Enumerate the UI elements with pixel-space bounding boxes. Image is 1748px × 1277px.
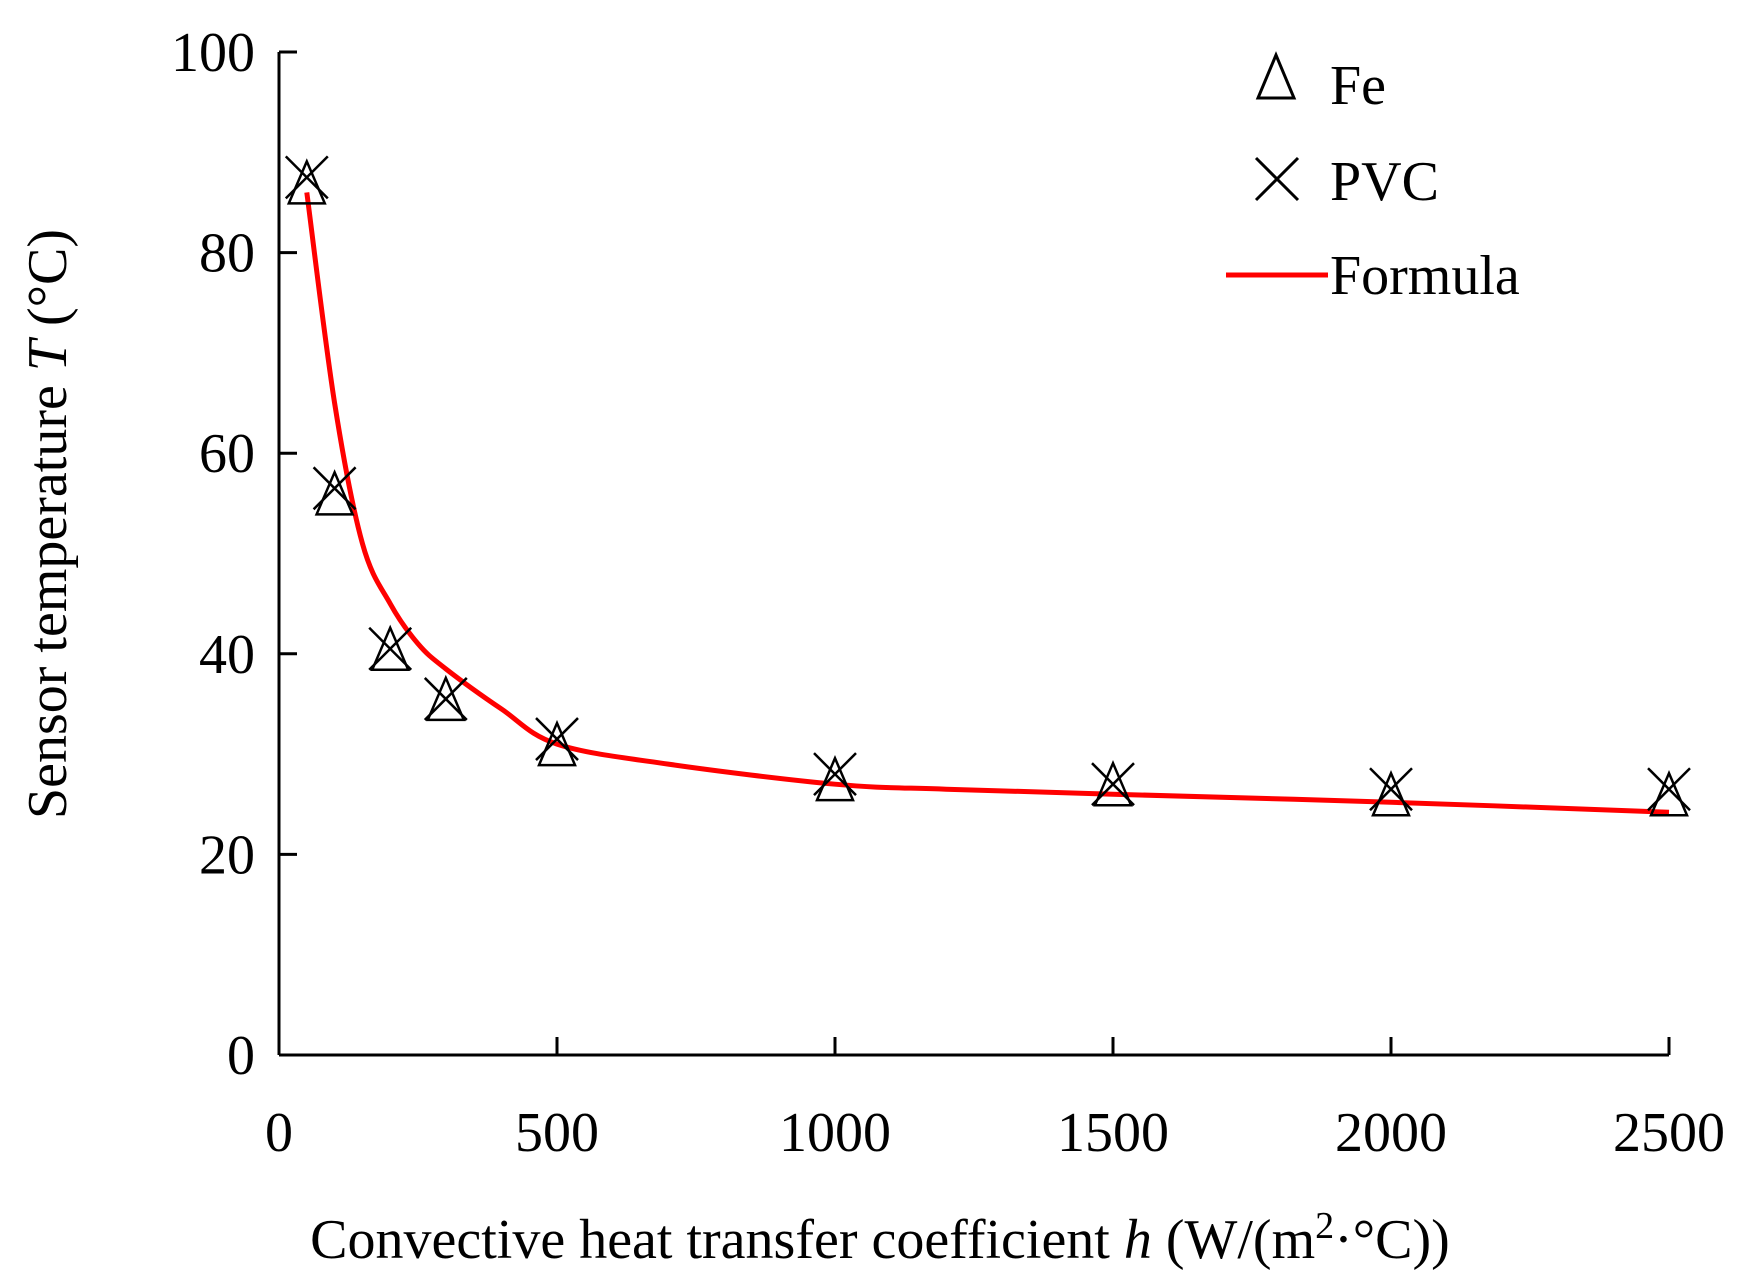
fe-point bbox=[286, 158, 327, 205]
legend-pvc-label: PVC bbox=[1330, 151, 1439, 213]
axes bbox=[277, 52, 1669, 1057]
y-axis-title-variable: T bbox=[17, 336, 79, 371]
pvc-point bbox=[1091, 762, 1135, 807]
x-axis-title-unit-open: (W/(m bbox=[1152, 1209, 1315, 1271]
pvc-point bbox=[368, 626, 413, 671]
pvc-point bbox=[813, 752, 857, 797]
pvc-point bbox=[1369, 767, 1413, 812]
pvc-point bbox=[312, 466, 357, 511]
fe-point bbox=[425, 674, 466, 722]
legend-formula-label: Formula bbox=[1330, 245, 1520, 307]
pvc-point bbox=[535, 717, 579, 761]
x-tick-label: 0 bbox=[265, 1102, 293, 1164]
y-tick-label: 100 bbox=[171, 22, 255, 84]
x-tick-label: 500 bbox=[515, 1102, 599, 1164]
fe-point bbox=[1371, 770, 1411, 817]
fe-point bbox=[815, 755, 855, 802]
y-axis-title-prefix: Sensor temperature bbox=[17, 371, 79, 819]
x-axis-ticks: 0 500 1000 1500 2000 2500 bbox=[265, 1037, 1725, 1164]
legend-fe-label: Fe bbox=[1330, 55, 1386, 117]
y-tick-label: 60 bbox=[199, 423, 255, 485]
x-tick-label: 2000 bbox=[1335, 1102, 1447, 1164]
legend-pvc-marker bbox=[1254, 156, 1300, 202]
x-tick-label: 2500 bbox=[1613, 1102, 1725, 1164]
y-tick-label: 40 bbox=[199, 624, 255, 686]
x-axis-title-unit-close: ·°C)) bbox=[1334, 1209, 1450, 1271]
y-axis-ticks: 0 20 40 60 80 100 bbox=[171, 22, 297, 1087]
pvc-point bbox=[1647, 767, 1691, 812]
x-axis-title-variable: h bbox=[1124, 1209, 1152, 1271]
fe-point bbox=[1649, 770, 1689, 817]
y-tick-label: 80 bbox=[199, 223, 255, 285]
legend-fe-marker bbox=[1255, 51, 1297, 100]
y-axis-title-unit: (°C) bbox=[17, 229, 79, 340]
legend: Fe PVC Formula bbox=[1226, 51, 1520, 307]
fe-point bbox=[537, 719, 577, 767]
fe-point bbox=[370, 624, 411, 672]
fe-point bbox=[314, 469, 355, 516]
pvc-point bbox=[423, 677, 468, 721]
y-axis-title: Sensor temperature T (°C) bbox=[17, 229, 79, 819]
formula-line bbox=[304, 192, 1670, 815]
x-tick-label: 1500 bbox=[1057, 1102, 1169, 1164]
x-axis-title-prefix: Convective heat transfer coefficient bbox=[310, 1209, 1124, 1271]
pvc-point bbox=[284, 155, 329, 200]
x-axis-title: Convective heat transfer coefficient h (… bbox=[310, 1205, 1450, 1271]
y-tick-label: 0 bbox=[227, 1025, 255, 1087]
x-axis-title-unit-superscript: 2 bbox=[1315, 1205, 1334, 1247]
y-tick-label: 20 bbox=[199, 824, 255, 886]
series-layer bbox=[284, 155, 1691, 817]
fe-point bbox=[1093, 760, 1133, 807]
x-tick-label: 1000 bbox=[779, 1102, 891, 1164]
